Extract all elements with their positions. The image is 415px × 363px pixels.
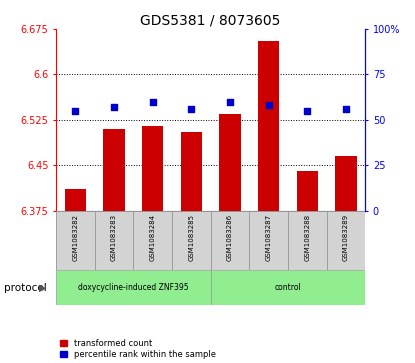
Bar [103,129,124,211]
Bar [56,211,95,270]
Bar [258,41,279,211]
Bar [327,211,365,270]
Point [342,106,349,112]
Point [188,106,195,112]
Bar [335,156,356,211]
Bar [210,270,365,305]
Text: GSM1083283: GSM1083283 [111,213,117,261]
Bar [172,211,210,270]
Point [265,102,272,108]
Bar [210,211,249,270]
Bar [56,270,210,305]
Bar [95,211,133,270]
Text: control: control [275,283,301,292]
Text: GSM1083286: GSM1083286 [227,213,233,261]
Text: ▶: ▶ [39,283,47,293]
Text: GSM1083289: GSM1083289 [343,213,349,261]
Bar [65,189,86,211]
Text: GSM1083288: GSM1083288 [304,213,310,261]
Text: GSM1083285: GSM1083285 [188,213,194,261]
Point [72,108,79,114]
Bar [142,126,163,211]
Text: protocol: protocol [4,283,47,293]
Text: doxycycline-induced ZNF395: doxycycline-induced ZNF395 [78,283,189,292]
Bar [249,211,288,270]
Legend: transformed count, percentile rank within the sample: transformed count, percentile rank withi… [60,339,215,359]
Bar [181,132,202,211]
Bar [297,171,318,211]
Text: GSM1083282: GSM1083282 [72,213,78,261]
Title: GDS5381 / 8073605: GDS5381 / 8073605 [140,14,281,28]
Bar [133,211,172,270]
Point [227,99,233,105]
Text: GSM1083287: GSM1083287 [266,213,271,261]
Bar [219,114,241,211]
Text: GSM1083284: GSM1083284 [150,213,156,261]
Point [111,104,117,110]
Point [149,99,156,105]
Bar [288,211,327,270]
Point [304,108,310,114]
